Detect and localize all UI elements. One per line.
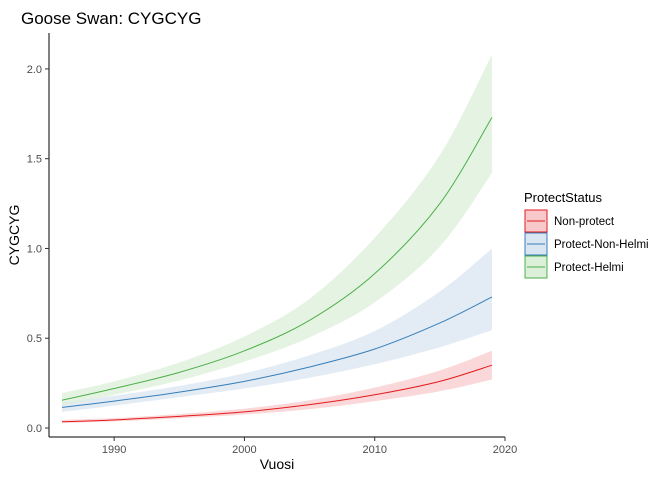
x-axis-title: Vuosi (260, 456, 295, 472)
y-axis-ticks: 0.0 0.5 1.0 1.5 2.0 (27, 64, 49, 435)
y-axis-title: CYGCYG (6, 205, 22, 266)
legend-label-protect-non-helmi: Protect-Non-Helmi (554, 239, 649, 251)
legend-label-protect-helmi: Protect-Helmi (554, 262, 624, 274)
confidence-bands (62, 54, 492, 423)
chart-title: Goose Swan: CYGCYG (21, 9, 201, 28)
line-protect-helmi (61, 117, 493, 401)
y-tick-label: 0.5 (27, 333, 42, 345)
x-tick-label: 2000 (232, 444, 256, 456)
band-protect-non-helmi (62, 248, 492, 412)
series-lines (61, 117, 493, 423)
x-tick-label: 2020 (493, 444, 517, 456)
line-protect-non-helmi (61, 296, 493, 408)
y-tick-label: 0.0 (27, 423, 42, 435)
x-tick-label: 1990 (102, 444, 126, 456)
y-tick-label: 2.0 (27, 64, 42, 76)
line-non-protect (62, 364, 493, 423)
x-tick-label: 2010 (362, 444, 386, 456)
legend: ProtectStatus Non-protect Protect-Non-Hel… (524, 190, 649, 279)
legend-label-non-protect: Non-protect (554, 216, 615, 228)
band-protect-helmi (62, 54, 492, 406)
y-tick-label: 1.5 (27, 154, 42, 166)
legend-title: ProtectStatus (524, 190, 603, 205)
x-axis-ticks: 1990 2000 2010 2020 (102, 437, 517, 456)
y-tick-label: 1.0 (27, 243, 42, 255)
